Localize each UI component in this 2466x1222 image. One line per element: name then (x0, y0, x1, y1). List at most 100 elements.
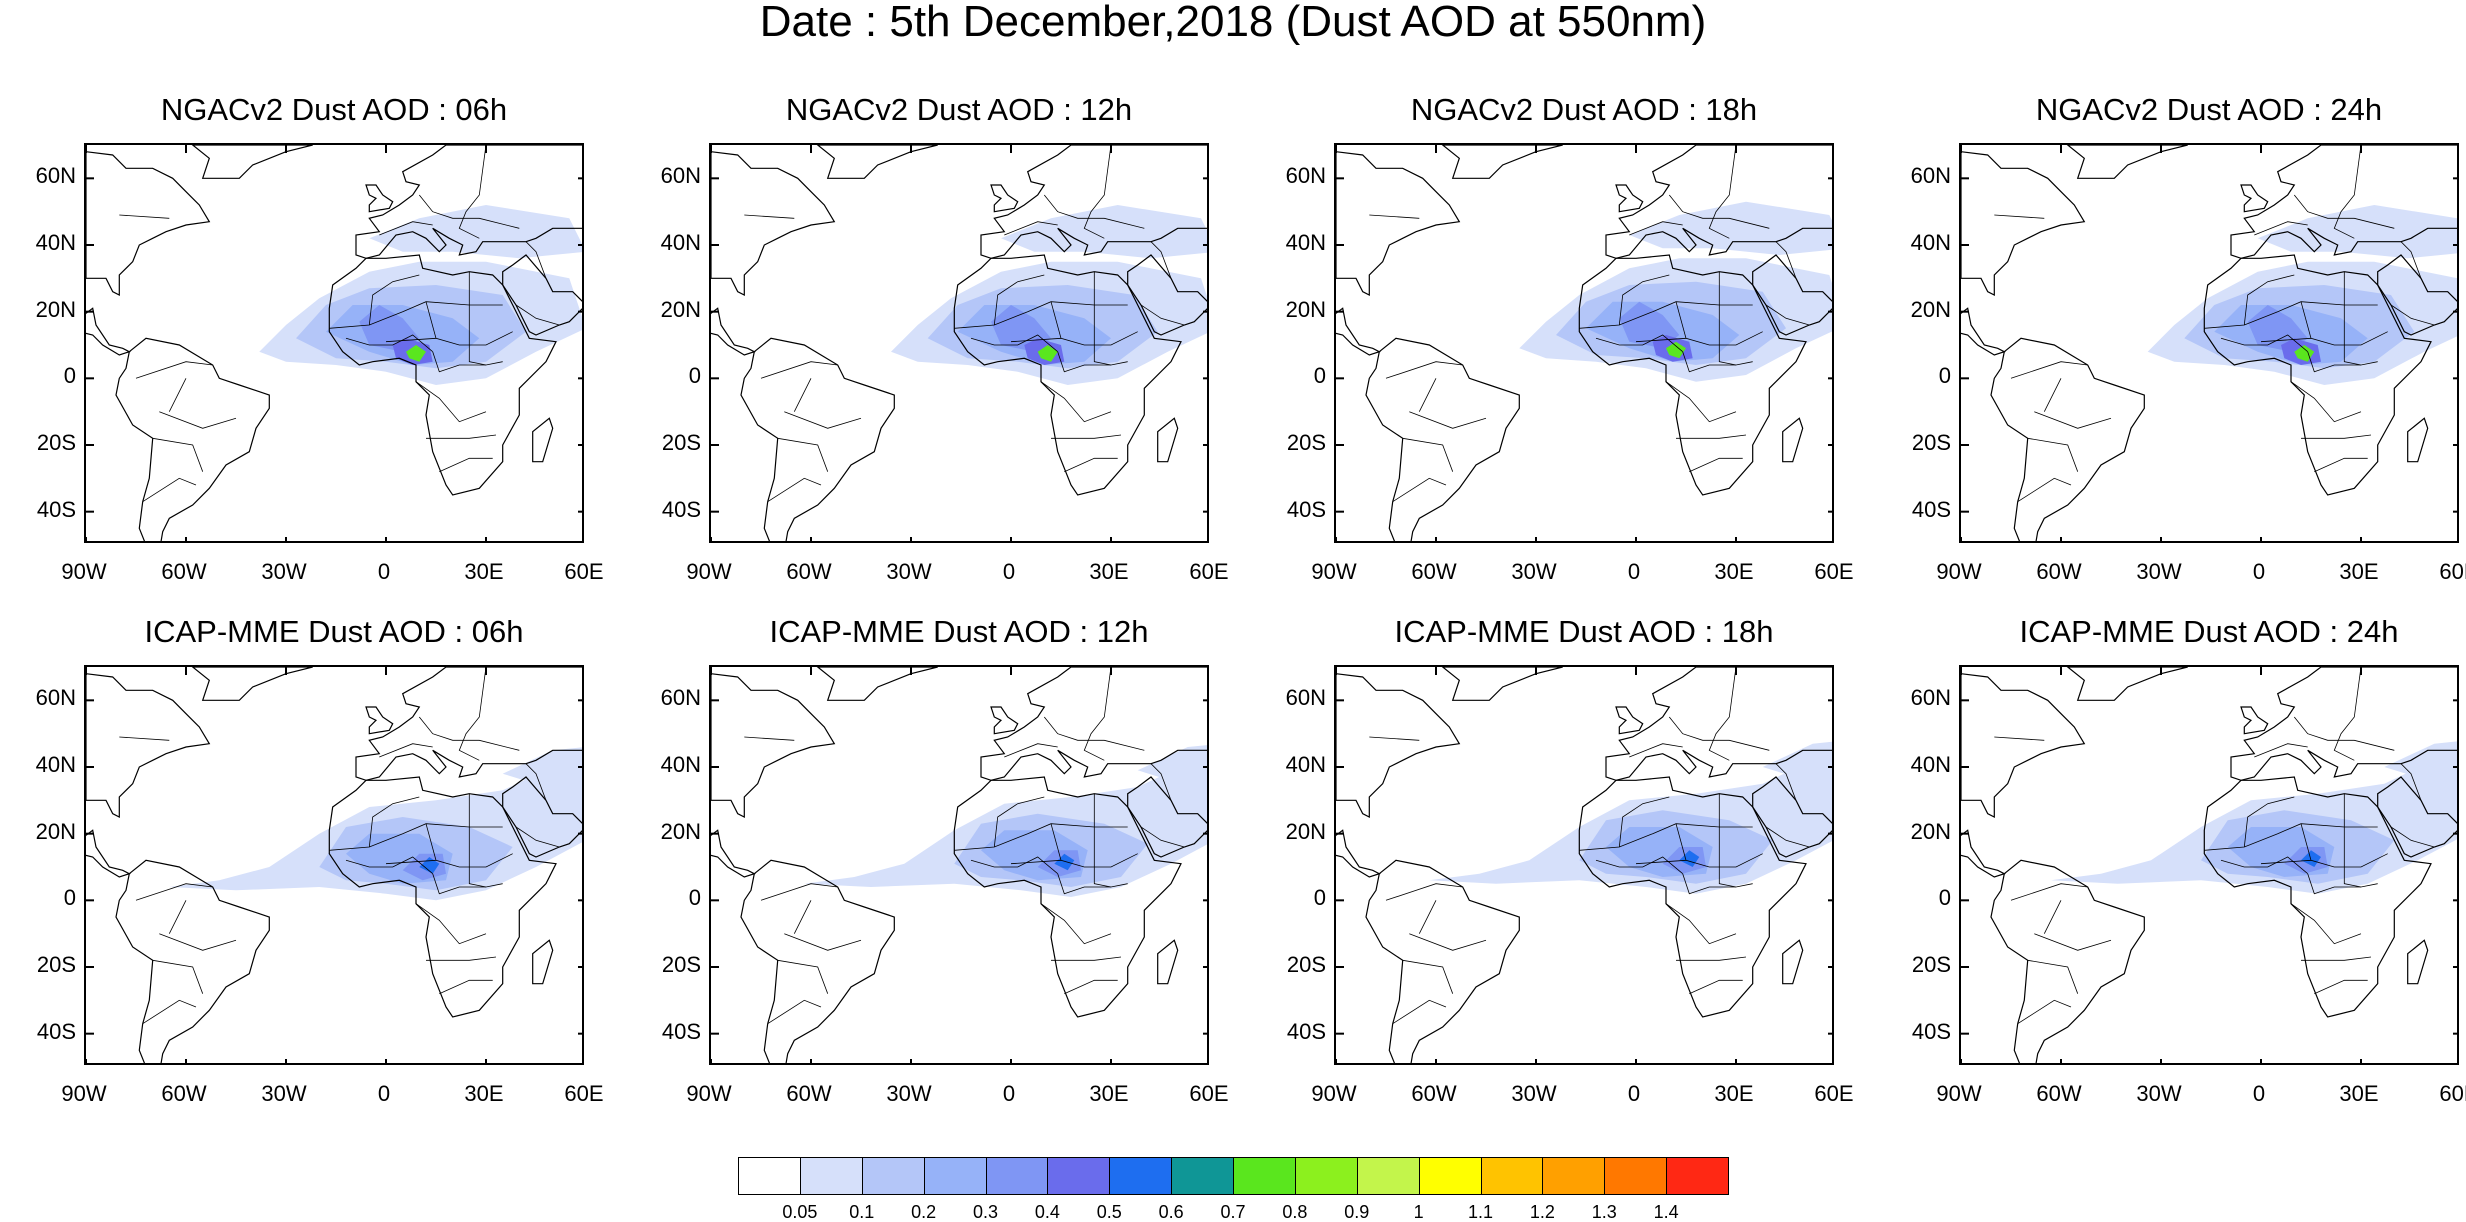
lat-tick-label: 60N (35, 685, 76, 711)
country-border (458, 667, 487, 761)
colorbar-tick-label: 0.8 (1282, 1202, 1308, 1222)
lat-tick-label: 40N (1910, 230, 1951, 255)
figure-title: Date : 5th December,2018 (Dust AOD at 55… (759, 0, 1707, 46)
lon-tick-label: 0 (2252, 1081, 2266, 1106)
country-border (1093, 271, 1112, 366)
country-border (1385, 361, 1463, 379)
europe-coast (980, 667, 1207, 781)
south-america-coast (1365, 859, 1520, 1063)
lat-tick-label: 60N (35, 163, 76, 189)
madagascar-coast (2407, 939, 2429, 985)
country-border (2290, 381, 2362, 423)
country-border (1385, 883, 1463, 901)
lon-tick-label: 0 (2252, 559, 2266, 584)
country-border (2017, 477, 2072, 503)
country-border (2293, 194, 2395, 229)
lon-tick-label: 60W (161, 559, 207, 584)
country-border (1392, 999, 1447, 1025)
lon-tick-label: 90W (61, 1081, 107, 1106)
dust-aod-contour (406, 345, 426, 362)
africa-coast (2203, 254, 2432, 496)
europe-coast (980, 145, 1207, 259)
country-border (777, 437, 829, 472)
country-border (1093, 793, 1112, 888)
lon-tick-label: 30W (1511, 1081, 1557, 1106)
europe-coast (2230, 667, 2457, 781)
country-border (439, 979, 493, 995)
panel-title: ICAP-MME Dust AOD : 24h (2019, 614, 2399, 649)
country-border (2034, 411, 2112, 429)
country-border (418, 194, 520, 229)
central-america-coast (711, 307, 756, 356)
colorbar-tick-label: 0.5 (1096, 1202, 1122, 1222)
north-america-coast (86, 151, 211, 296)
country-border (135, 361, 213, 379)
lat-tick-label: 0 (1313, 363, 1326, 389)
lat-tick-label: 40N (35, 752, 76, 777)
lat-tick-label: 40N (1285, 230, 1326, 255)
country-border (1618, 274, 1670, 326)
map-panel (1959, 665, 2459, 1065)
colorbar-tick-label: 0.2 (911, 1202, 937, 1222)
lat-tick-label: 60N (1285, 685, 1326, 711)
lat-tick-label: 20S (1286, 952, 1326, 977)
panel-title: NGACv2 Dust AOD : 18h (1410, 92, 1758, 127)
north-america-coast (1961, 673, 2086, 818)
greenland-coast (2066, 145, 2188, 179)
map-panel (709, 143, 1209, 543)
lat-tick-label: 0 (1938, 363, 1951, 389)
panel-title: ICAP-MME Dust AOD : 12h (769, 614, 1149, 649)
country-border (1718, 793, 1737, 888)
colorbar-swatch (1047, 1157, 1111, 1195)
country-border (1708, 667, 1737, 761)
country-border (2343, 271, 2362, 366)
country-border (159, 411, 237, 429)
colorbar-swatch (1666, 1157, 1729, 1195)
country-border (1150, 241, 1172, 279)
map-canvas (86, 145, 582, 541)
europe-coast (1605, 145, 1832, 259)
country-border (1676, 956, 1747, 961)
lon-tick-label: 30E (464, 559, 504, 584)
country-border (784, 933, 862, 951)
dust-aod-contour (1054, 853, 1075, 871)
colorbar-tick-label: 0.1 (849, 1202, 875, 1222)
colorbar-swatch (799, 1157, 863, 1195)
country-border (1618, 796, 1670, 848)
lat-tick-label: 20S (1911, 952, 1951, 977)
country-border (1675, 823, 1763, 868)
country-border (744, 736, 795, 741)
country-border (1140, 826, 1185, 848)
country-border (2301, 956, 2372, 961)
lon-tick-label: 60E (1189, 1081, 1229, 1106)
colorbar-swatch (1356, 1157, 1420, 1195)
lat-tick-label: 40S (1911, 1018, 1951, 1044)
country-border (2333, 145, 2362, 239)
country-border (2400, 241, 2422, 279)
country-border (1668, 194, 1770, 229)
country-border (784, 411, 862, 429)
country-border (468, 271, 487, 366)
country-border (2333, 667, 2362, 761)
country-border (744, 214, 795, 219)
lat-tick-label: 0 (688, 885, 701, 911)
lat-tick-label: 20N (1910, 818, 1951, 844)
country-border (2293, 716, 2395, 751)
lon-tick-label: 0 (377, 1081, 391, 1106)
lon-tick-label: 60E (564, 559, 604, 584)
colorbar-tick-label: 0.3 (972, 1202, 999, 1222)
south-america-coast (1990, 337, 2145, 541)
lat-tick-label: 20S (36, 952, 76, 977)
central-america-coast (1961, 307, 2006, 356)
panel-title: NGACv2 Dust AOD : 12h (785, 92, 1133, 127)
country-border (1040, 903, 1112, 945)
south-america-coast (1990, 859, 2145, 1063)
lon-tick-label: 30E (1089, 559, 1129, 584)
country-border (2290, 903, 2362, 945)
greenland-coast (816, 145, 938, 179)
lon-tick-label: 60E (1814, 1081, 1854, 1106)
country-border (1043, 194, 1145, 229)
lon-tick-label: 60W (161, 1081, 207, 1106)
country-border (1668, 716, 1770, 751)
country-border (1676, 434, 1747, 439)
